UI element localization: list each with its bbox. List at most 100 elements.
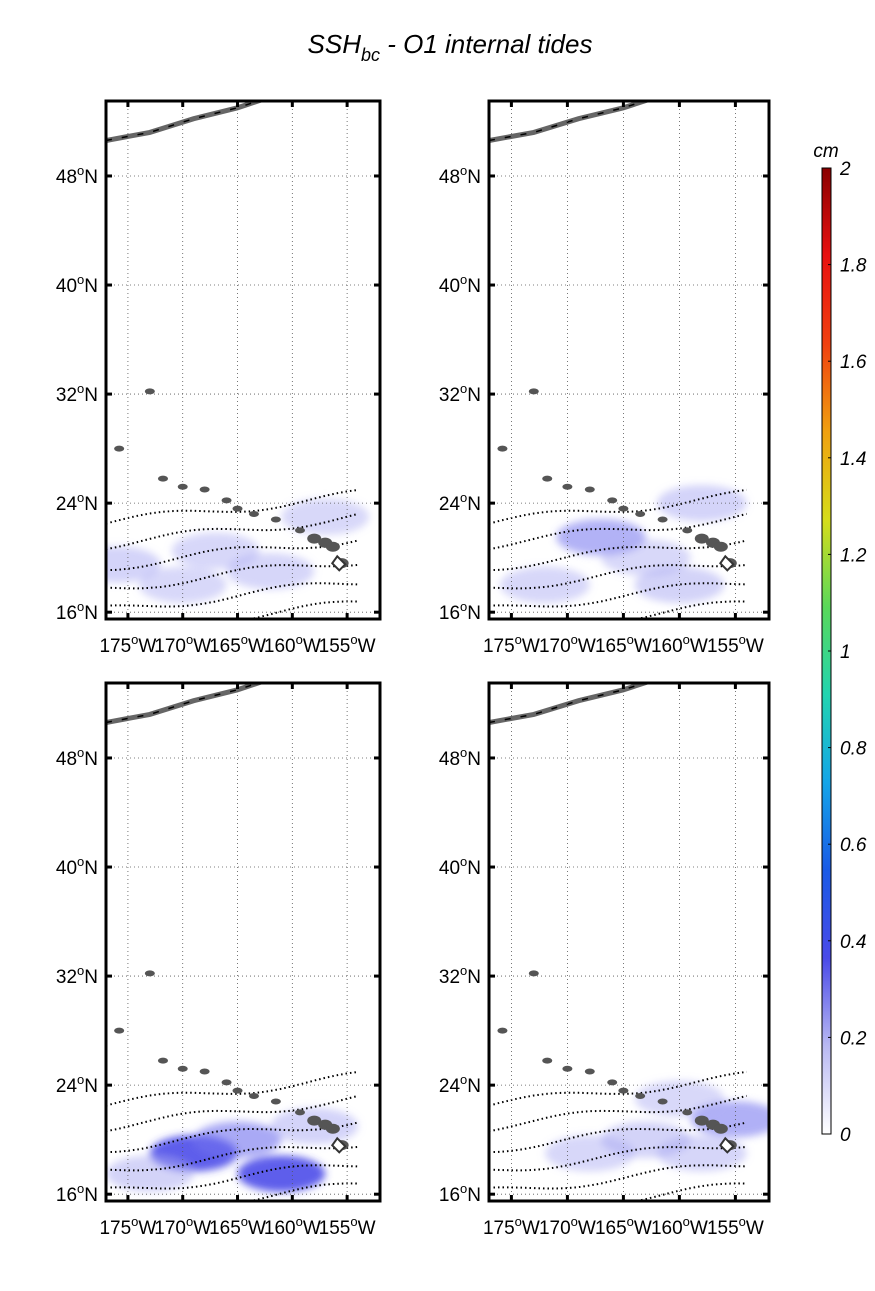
island xyxy=(562,483,573,490)
island xyxy=(325,1123,340,1134)
phase-contour xyxy=(106,1164,359,1190)
island xyxy=(713,541,728,552)
island xyxy=(694,533,709,544)
amplitude-patch xyxy=(270,1107,359,1145)
island xyxy=(294,1109,305,1116)
island xyxy=(270,516,281,523)
x-tick-label: 160oW xyxy=(264,1214,321,1239)
x-tick-label: 165oW xyxy=(209,1214,266,1239)
island xyxy=(232,1087,243,1094)
colorbar-tick-label: 1 xyxy=(840,642,851,663)
island xyxy=(157,475,168,482)
phase-contour xyxy=(246,600,359,619)
phase-contour xyxy=(106,488,359,525)
island xyxy=(682,1109,693,1116)
coastline-detail xyxy=(489,683,647,724)
island xyxy=(307,533,322,544)
phase-contour xyxy=(489,1145,747,1172)
coastline-detail xyxy=(106,683,261,724)
y-tick-label: 48oN xyxy=(56,163,98,188)
colorbar-tick-label: 0.4 xyxy=(840,932,866,953)
x-tick-label: 155oW xyxy=(319,1214,376,1239)
map-frame xyxy=(104,99,382,621)
x-tick-label: 165oW xyxy=(595,1214,652,1239)
island-hawaii xyxy=(719,1136,735,1154)
y-tick-label: 40oN xyxy=(439,272,481,297)
y-tick-label: 24oN xyxy=(56,1072,98,1097)
y-tick-label: 32oN xyxy=(439,381,481,406)
colorbar-tick-label: 1.6 xyxy=(840,352,867,373)
phase-contour xyxy=(489,488,747,525)
y-tick-label: 24oN xyxy=(439,1072,481,1097)
y-tick-label: 48oN xyxy=(56,745,98,770)
x-tick-label: 175oW xyxy=(483,1214,540,1239)
amplitude-patch xyxy=(634,1080,725,1117)
map-frame xyxy=(487,99,771,621)
island xyxy=(221,497,232,504)
island xyxy=(221,1079,232,1086)
y-tick-label: 40oN xyxy=(56,272,98,297)
map-frame xyxy=(487,681,771,1203)
island-hawaii xyxy=(330,554,347,572)
colorbar-tick-label: 0.8 xyxy=(840,739,867,760)
y-tick-label: 24oN xyxy=(56,490,98,515)
phase-contour xyxy=(106,512,359,551)
map-panel-top-right: 175oW 170oW 165oW 160oW 155oW 16oN 24oN 32oN 40o… xyxy=(439,99,771,657)
coastline-detail xyxy=(489,101,647,142)
x-tick-label: 170oW xyxy=(154,632,211,657)
island xyxy=(713,1123,728,1134)
y-tick-label: 40oN xyxy=(56,854,98,879)
x-tick-label: 170oW xyxy=(539,632,596,657)
x-tick-label: 155oW xyxy=(707,1214,764,1239)
island xyxy=(618,1087,629,1094)
colorbar-tick-label: 0.2 xyxy=(840,1028,867,1049)
phase-contour xyxy=(489,1094,747,1133)
island xyxy=(144,388,155,395)
phase-contour xyxy=(489,1164,747,1190)
island xyxy=(635,511,646,518)
figure-title: SSHbc - O1 internal tides xyxy=(308,29,593,65)
colorbar-tick-label: 1.4 xyxy=(840,449,866,470)
island xyxy=(248,511,259,518)
x-tick-label: 160oW xyxy=(651,632,708,657)
phase-contour xyxy=(246,1182,359,1201)
amplitude-patch xyxy=(237,1155,326,1192)
island xyxy=(657,1098,668,1105)
colorbar-tick-label: 1.8 xyxy=(840,256,867,277)
island xyxy=(635,1093,646,1100)
island xyxy=(325,541,340,552)
y-tick-label: 48oN xyxy=(439,163,481,188)
coastline xyxy=(106,101,266,143)
x-tick-label: 165oW xyxy=(595,632,652,657)
coastline-detail xyxy=(106,101,261,142)
y-tick-label: 16oN xyxy=(56,1181,98,1206)
amplitude-patch xyxy=(106,1155,194,1192)
island xyxy=(497,445,508,452)
x-tick-label: 160oW xyxy=(264,632,321,657)
island xyxy=(177,483,188,490)
phase-contour xyxy=(489,539,747,572)
x-tick-label: 155oW xyxy=(707,632,764,657)
island xyxy=(607,1079,618,1086)
x-tick-label: 175oW xyxy=(99,632,156,657)
island xyxy=(114,445,125,452)
amplitude-patch xyxy=(634,566,725,604)
island xyxy=(177,1065,188,1072)
colorbar-unit: cm xyxy=(813,141,838,162)
phase-contour xyxy=(106,539,359,572)
island xyxy=(528,388,539,395)
island xyxy=(694,1115,709,1126)
x-tick-label: 175oW xyxy=(483,632,540,657)
map-panel-bottom-right: 175oW 170oW 165oW 160oW 155oW 16oN 24oN 32oN 40o… xyxy=(439,681,771,1239)
y-tick-label: 24oN xyxy=(439,490,481,515)
amplitude-patch xyxy=(138,566,227,604)
phase-contour xyxy=(106,1121,359,1154)
island xyxy=(682,527,693,534)
colorbar-tick-label: 2 xyxy=(839,159,851,180)
colorbar: 0 0.2 0.4 0.6 0.8 1 1.2 1.4 1.6 1.8 2cm xyxy=(813,141,867,1146)
island xyxy=(294,527,305,534)
phase-contour xyxy=(106,563,359,590)
island xyxy=(307,1115,322,1126)
